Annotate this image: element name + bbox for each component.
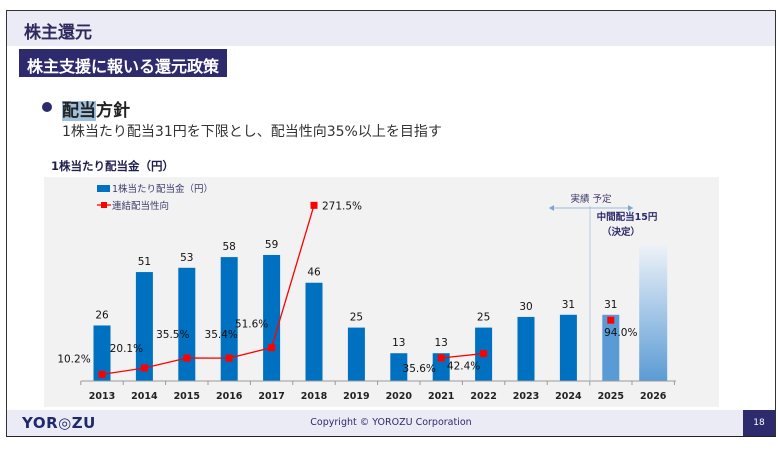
bar-label-2025: 31 [604,299,617,311]
bar-2016 [220,257,238,381]
x-tick-label-2016: 2016 [216,391,243,402]
payout-marker-2022 [480,350,488,358]
x-tick-label-2021: 2021 [428,391,454,402]
payout-label-2016: 35.4% [205,329,238,341]
payout-marker-2018 [310,201,318,209]
bar-2021 [432,353,450,381]
legend-bar-label: 1株当たり配当金（円） [112,183,213,195]
bar-2019 [347,327,365,381]
legend-bar-swatch [97,185,110,192]
bar-label-2021: 13 [435,337,448,349]
payout-marker-2025 [607,316,615,324]
payout-label-2021: 35.6% [403,363,436,375]
x-tick-label-2024: 2024 [555,391,582,402]
payout-label-2017: 51.6% [235,319,268,331]
payout-label-2014: 20.1% [110,343,143,355]
legend-line-marker [101,202,107,208]
chart-heading: 1株当たり配当金（円） [51,159,175,173]
payout-label-2022: 42.4% [447,361,480,373]
footer: YOR◎ZU Copyright © YOROZU Corporation 18 [7,410,775,436]
bar-label-2014: 51 [138,256,151,268]
dividend-chart: 1株当たり配当金（円） 連結配当性向 26 51 53 58 59 46 25 13 13 25 30 3… [57,183,676,402]
x-tick-label-2019: 2019 [343,391,369,402]
x-tick-label-2022: 2022 [470,391,496,402]
policy-text: 1株当たり配当31円を下限とし、配当性向35%以上を目指す [62,124,442,140]
bar-label-2016: 58 [223,241,236,253]
payout-label-2015: 35.5% [156,329,189,341]
x-tick-label-2025: 2025 [598,391,624,402]
bar-2026-forecast [639,245,668,381]
bar-2024 [559,314,577,381]
policy-heading-highlight: 配当 [62,101,96,121]
bar-label-2017: 59 [265,239,278,251]
x-tick-label-2018: 2018 [301,391,328,402]
bar-2013 [93,325,111,381]
x-tick-label-2023: 2023 [513,391,539,402]
copyright: Copyright © YOROZU Corporation [310,417,472,428]
bar-label-2015: 53 [180,252,193,264]
bar-2018 [305,282,323,381]
payout-line-segment [441,352,484,359]
x-tick-label-2015: 2015 [174,391,200,402]
x-tick-label-2014: 2014 [131,391,158,402]
section-title: 株主支援に報いる還元政策 [19,49,228,77]
page-number: 18 [743,410,775,436]
policy-heading: 配当方針 [62,96,130,121]
x-tick-label-2026: 2026 [640,391,667,402]
policy-heading-rest: 方針 [96,101,130,121]
slide-title: 株主還元 [24,23,92,43]
bar-2017 [263,254,281,381]
bar-label-2018: 46 [307,267,321,279]
x-tick-label-2013: 2013 [89,391,115,402]
bar-2015 [178,267,196,381]
x-tick-label-2017: 2017 [258,391,284,402]
bar-2014 [135,272,153,381]
bar-2020 [390,353,408,381]
bullet-icon [42,102,52,112]
bar-2025 [602,314,620,381]
payout-label-2018: 271.5% [322,200,362,212]
payout-label-2013: 10.2% [57,353,90,365]
payout-marker-2021 [437,354,445,362]
payout-marker-2017 [268,344,276,352]
slide-header: 株主還元 [7,11,775,46]
bar-label-2020: 13 [392,337,405,349]
slide: 株主還元 株主支援に報いる還元政策 配当方針 1株当たり配当31円を下限とし、配… [6,10,776,437]
payout-marker-2015 [183,354,191,362]
payout-line-segment [101,205,315,376]
interim-dividend-note: （決定） [602,226,640,238]
payout-label-2025: 94.0% [604,327,637,339]
bar-label-2024: 31 [562,299,575,311]
yorozu-logo: YOR◎ZU [22,414,96,432]
bar-label-2022: 25 [477,312,490,324]
x-tick-label-2020: 2020 [386,391,413,402]
actual-forecast-label: 実績 予定 [570,193,612,205]
payout-marker-2014 [140,364,148,372]
bar-label-2019: 25 [350,312,363,324]
legend-line-label: 連結配当性向 [112,200,169,212]
bar-label-2023: 30 [519,301,532,313]
payout-marker-2016 [225,354,233,362]
payout-marker-2013 [98,370,106,378]
bar-label-2013: 26 [95,309,109,321]
bar-2023 [517,316,535,381]
interim-dividend-label: 中間配当15円 [597,211,658,223]
